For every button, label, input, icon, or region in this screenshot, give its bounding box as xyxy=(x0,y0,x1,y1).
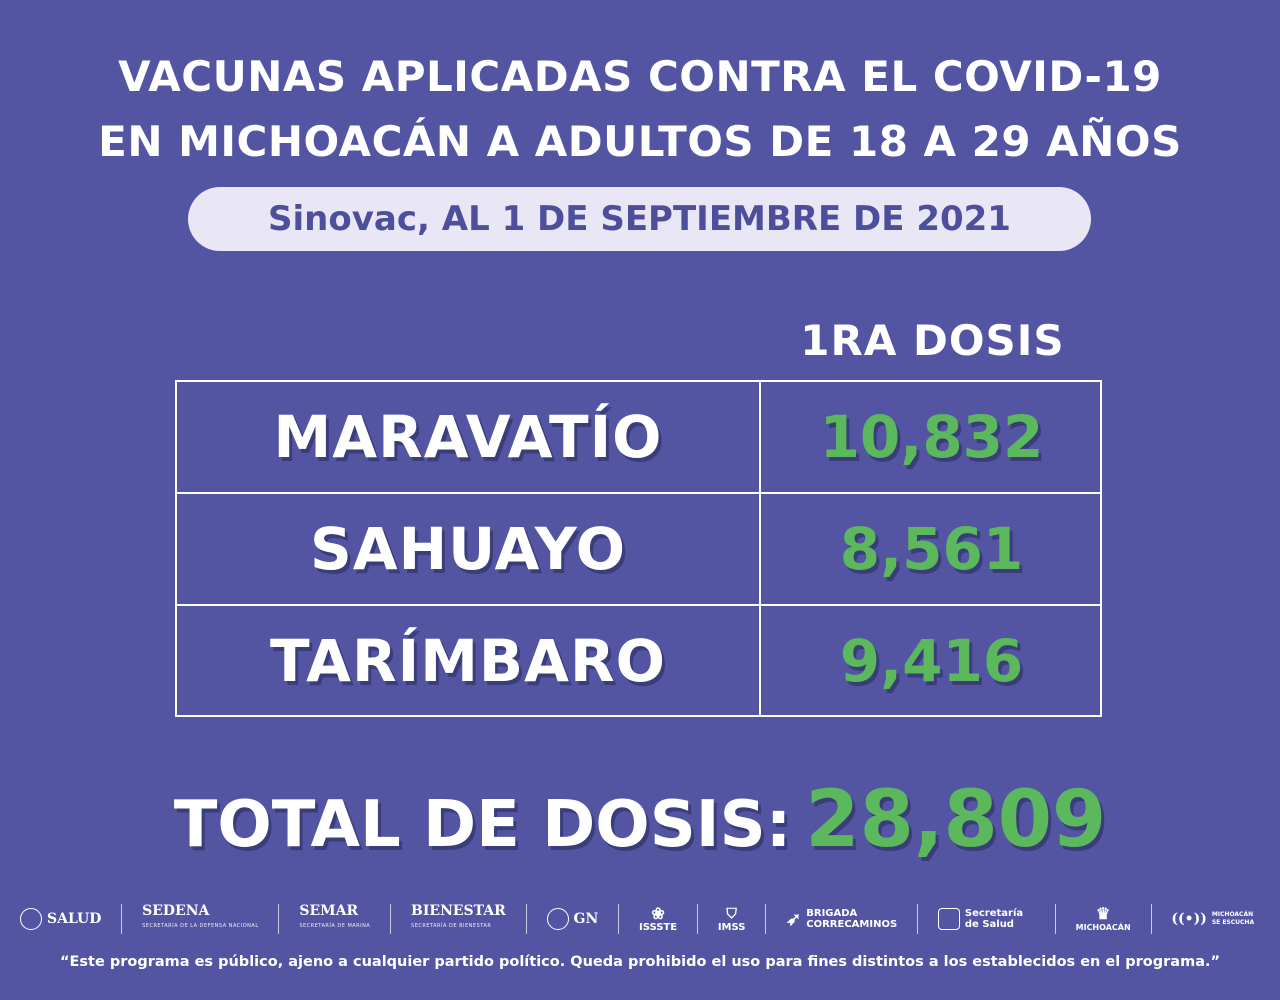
logo-separator xyxy=(1054,904,1056,934)
michoacan-shield-icon xyxy=(937,908,960,930)
logo-separator xyxy=(765,904,767,934)
legal-disclaimer: “Este programa es público, ajeno a cualq… xyxy=(59,954,1221,970)
broadcast-icon: ((•)) xyxy=(1171,911,1207,927)
municipality-name: SAHUAYO xyxy=(309,515,627,583)
logo-separator xyxy=(278,904,280,934)
doses-table: MARAVATÍO 10,832 SAHUAYO 8,561 TARÍMBARO… xyxy=(175,380,1102,717)
national-emblem-icon xyxy=(20,908,42,930)
issste-icon: ❀ xyxy=(651,903,665,923)
total-label: TOTAL DE DOSIS: xyxy=(173,788,792,862)
total-doses: TOTAL DE DOSIS: 28,809 xyxy=(0,770,1280,891)
semar-logo: SEMAR SECRETARÍA DE MARINA xyxy=(299,903,371,930)
imss-icon: ⛉ xyxy=(726,905,737,922)
municipality-name: MARAVATÍO xyxy=(273,403,663,471)
title-line-2: EN MICHOACÁN A ADULTOS DE 18 A 29 AÑOS xyxy=(98,117,1182,166)
logo-strip: SALUD SEDENA SECRETARÍA DE LA DEFENSA NAC… xyxy=(20,893,1260,945)
title-line-1: VACUNAS APLICADAS CONTRA EL COVID-19 xyxy=(118,52,1162,101)
logo-separator xyxy=(618,904,620,934)
dose-count: 8,561 xyxy=(839,515,1024,583)
imss-logo: ⛉ IMSS xyxy=(717,905,746,933)
subtitle-pill: Sinovac, AL 1 DE SEPTIEMBRE DE 2021 xyxy=(188,187,1091,251)
table-row: SAHUAYO 8,561 xyxy=(177,494,1100,606)
guardia-nacional-emblem-icon xyxy=(546,908,569,930)
logo-separator xyxy=(121,904,123,934)
dose-count: 9,416 xyxy=(839,627,1024,695)
logo-separator xyxy=(390,904,392,934)
logo-separator xyxy=(696,904,698,934)
michoacan-se-escucha-logo: ((•)) MICHOACÁN SE ESCUCHA xyxy=(1171,911,1255,927)
brigada-correcaminos-logo: ➶ BRIGADA CORRECAMINOS xyxy=(786,908,898,930)
dose-count: 10,832 xyxy=(819,403,1044,471)
michoacan-crown-icon: ♛ xyxy=(1095,903,1111,923)
column-header-first-dose: 1RA DOSIS xyxy=(800,316,1065,365)
logo-separator xyxy=(525,904,527,934)
gobierno-michoacan-logo: ♛ MICHOACÁN xyxy=(1075,903,1131,932)
correcaminos-icon: ➶ xyxy=(786,908,802,930)
logo-separator xyxy=(917,904,919,934)
sedena-logo: SEDENA SECRETARÍA DE LA DEFENSA NACIONAL xyxy=(142,903,259,930)
issste-logo: ❀ ISSSTE xyxy=(639,903,678,933)
table-row: MARAVATÍO 10,832 xyxy=(177,382,1100,494)
guardia-nacional-logo: GN xyxy=(546,908,598,930)
municipality-name: TARÍMBARO xyxy=(270,627,666,695)
secretaria-salud-michoacan-logo: Secretaría de Salud xyxy=(937,908,1035,930)
table-row: TARÍMBARO 9,416 xyxy=(177,606,1100,718)
table-divider xyxy=(759,382,761,715)
logo-separator xyxy=(1150,904,1152,934)
salud-logo: SALUD xyxy=(20,908,101,930)
total-value: 28,809 xyxy=(805,775,1107,865)
bienestar-logo: BIENESTAR SECRETARÍA DE BIENESTAR xyxy=(411,903,506,930)
